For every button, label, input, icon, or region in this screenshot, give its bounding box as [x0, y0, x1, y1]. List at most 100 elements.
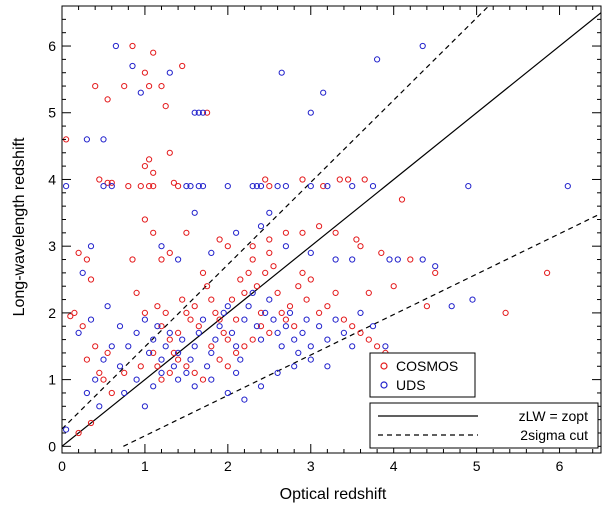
uds-point [282, 183, 289, 190]
uds-point [249, 183, 256, 190]
x-tick-label: 0 [58, 458, 66, 474]
uds-point [419, 42, 426, 50]
uds-point [63, 426, 70, 433]
cosmos-point [204, 283, 211, 290]
cosmos-point [166, 249, 173, 256]
cosmos-point [357, 243, 364, 250]
cosmos-point [299, 176, 306, 183]
cosmos-point [291, 323, 298, 330]
uds-point [75, 329, 82, 336]
uds-point [332, 316, 339, 323]
cosmos-point [108, 179, 115, 186]
cosmos-point [75, 429, 82, 437]
cosmos-point [166, 336, 173, 343]
uds-point [175, 256, 182, 263]
cosmos-point [154, 363, 161, 370]
cosmos-point [324, 303, 331, 310]
y-tick-label: 0 [48, 438, 56, 454]
cosmos-point [158, 323, 165, 330]
uds-point [208, 249, 215, 256]
cosmos-point [216, 236, 223, 243]
cosmos-point [96, 369, 103, 376]
x-tick-label: 2 [224, 458, 232, 474]
uds-point [324, 183, 331, 190]
cosmos-point [137, 363, 144, 370]
uds-point [237, 356, 244, 363]
cosmos-point [216, 356, 223, 363]
uds-point [183, 183, 190, 190]
cosmos-point [332, 229, 339, 236]
plot-frame [61, 5, 602, 454]
cosmos-point [282, 316, 289, 323]
cosmos-point [241, 343, 248, 350]
uds-point [199, 109, 207, 116]
cosmos-point [220, 329, 227, 336]
uds-point [374, 56, 381, 63]
y-tick-label: 5 [48, 105, 56, 121]
cosmos-point [158, 376, 165, 383]
cosmos-point [423, 303, 430, 310]
cosmos-point [133, 289, 140, 296]
cosmos-point [208, 296, 215, 303]
cosmos-point [332, 289, 339, 296]
uds-point [274, 183, 281, 190]
cosmos-point [79, 323, 86, 330]
cosmos-point [212, 309, 219, 316]
cosmos-point [141, 69, 148, 76]
cosmos-point [262, 176, 269, 183]
cosmos-point [104, 179, 111, 186]
cosmos-point [245, 269, 252, 276]
uds-point [324, 336, 331, 343]
identity-line-0 [62, 12, 601, 447]
uds-point [175, 376, 182, 383]
uds-point [133, 329, 140, 336]
uds-point [266, 296, 273, 303]
cosmos-point [390, 283, 397, 290]
uds-point [199, 316, 207, 323]
cosmos-point [249, 256, 256, 263]
cosmos-point [104, 349, 111, 356]
cosmos-point [150, 349, 157, 356]
y-axis-label: Long-wavelength redshift [11, 137, 28, 316]
reference-lines-layer [62, 6, 601, 447]
uds-point [340, 329, 347, 336]
uds-point [270, 316, 277, 323]
cosmos-point [374, 343, 381, 350]
cosmos-point [336, 176, 343, 183]
cosmos-point [274, 289, 281, 296]
uds-point [63, 183, 70, 190]
cosmos-point [286, 303, 294, 310]
uds-point [278, 69, 285, 76]
uds-point [121, 389, 128, 397]
uds-point [158, 243, 165, 250]
uds-point [282, 243, 289, 250]
cosmos-point [257, 309, 265, 316]
cosmos-point [378, 249, 385, 256]
cosmos-point [187, 316, 194, 323]
uds-point [257, 183, 265, 190]
series-legend-box [369, 352, 476, 398]
uds-point [241, 396, 248, 403]
y-tick-label: 4 [48, 171, 56, 187]
uds-point [125, 343, 132, 350]
cosmos-point [175, 183, 182, 190]
uds-point [233, 369, 240, 376]
line-legend-box [369, 402, 599, 449]
uds-legend-marker [380, 381, 388, 389]
cosmos-point [299, 229, 306, 236]
cosmos-point [191, 369, 198, 376]
cosmos-point [125, 183, 132, 190]
cosmos-point [249, 243, 256, 250]
cosmos-point [307, 276, 314, 283]
uds-point [179, 336, 186, 343]
cosmos-point [199, 376, 207, 383]
cosmos-point [208, 343, 215, 350]
cosmos-point [150, 183, 157, 190]
cosmos-point [166, 369, 173, 376]
cosmos-point [183, 309, 190, 316]
uds-point [154, 323, 161, 330]
cosmos-point [278, 309, 285, 316]
cosmos-point [150, 49, 157, 56]
uds-point [129, 62, 136, 70]
uds-point [286, 309, 294, 316]
